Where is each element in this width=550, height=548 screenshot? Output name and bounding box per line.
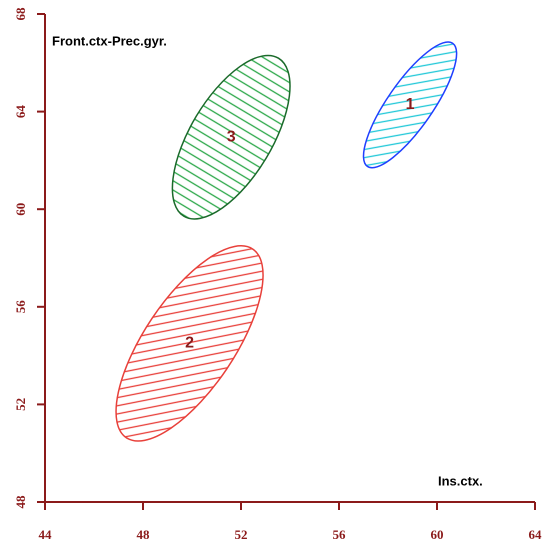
x-tick-label: 52 bbox=[235, 527, 248, 542]
x-tick-label: 48 bbox=[137, 527, 151, 542]
ellipse bbox=[362, 41, 458, 169]
x-tick-label: 56 bbox=[333, 527, 347, 542]
y-tick-label: 48 bbox=[13, 495, 28, 509]
y-annotation: Front.ctx-Prec.gyr. bbox=[52, 33, 167, 48]
ellipse bbox=[115, 245, 264, 442]
y-tick-label: 64 bbox=[13, 105, 28, 119]
x-tick-label: 44 bbox=[39, 527, 53, 542]
ellipse-label: 3 bbox=[227, 128, 236, 145]
x-annotation: Ins.ctx. bbox=[438, 473, 483, 488]
y-tick-label: 60 bbox=[13, 203, 28, 216]
y-tick-label: 68 bbox=[13, 7, 28, 21]
y-tick-label: 56 bbox=[13, 300, 28, 314]
y-tick-label: 52 bbox=[13, 398, 28, 411]
x-tick-label: 64 bbox=[529, 527, 543, 542]
ellipse-label: 2 bbox=[185, 335, 194, 352]
ellipse-label: 1 bbox=[406, 96, 415, 113]
x-tick-label: 60 bbox=[431, 527, 444, 542]
ellipse bbox=[171, 54, 291, 220]
